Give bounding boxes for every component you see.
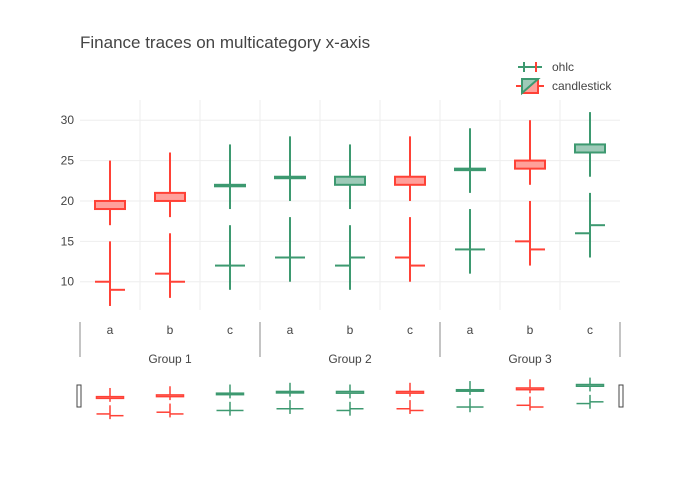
x-group-label: Group 2: [328, 352, 372, 366]
candle-body: [214, 183, 246, 188]
candle-body: [94, 199, 126, 211]
slider-ohlc-group1-c: [216, 401, 244, 416]
candle-body: [515, 387, 545, 391]
range-slider[interactable]: [95, 377, 605, 420]
candle-body: [455, 388, 485, 392]
mark-candlestick-group2-a: [274, 136, 306, 201]
mark-candlestick-group3-b: [514, 120, 546, 185]
mark-candlestick-group2-b: [334, 144, 366, 210]
mark-candlestick-group1-b: [154, 152, 186, 218]
x-category-label: c: [587, 323, 593, 337]
candle-body: [395, 390, 425, 394]
x-category-label: b: [167, 323, 174, 337]
slider-candlestick-group2-a: [275, 382, 305, 397]
candle-body: [275, 390, 305, 394]
mark-candlestick-group1-a: [94, 160, 126, 226]
legend-label: ohlc: [552, 60, 574, 74]
x-group-label: Group 1: [148, 352, 192, 366]
candle-body: [394, 175, 426, 186]
candle-body: [574, 143, 606, 154]
y-tick-label: 20: [61, 194, 75, 208]
x-category-label: a: [107, 323, 114, 337]
slider-candlestick-group1-a: [95, 387, 125, 402]
candle-body: [155, 394, 185, 398]
range-slider-left-handle[interactable]: [76, 384, 82, 408]
candle-body: [454, 167, 486, 172]
x-category-label: c: [407, 323, 413, 337]
candle-body: [215, 392, 245, 396]
slider-ohlc-group3-a: [456, 398, 484, 413]
candle-body: [334, 175, 366, 186]
slider-ohlc-group1-a: [96, 405, 124, 420]
slider-candlestick-group1-b: [155, 386, 185, 401]
y-tick-label: 15: [61, 234, 75, 248]
y-tick-label: 30: [61, 113, 75, 127]
mark-ohlc-group3-a: [455, 209, 485, 274]
slider-candlestick-group3-c: [575, 377, 605, 392]
candle-body: [514, 159, 546, 170]
slider-ohlc-group2-b: [336, 401, 364, 416]
mark-ohlc-group1-b: [155, 233, 185, 298]
slider-ohlc-group2-c: [396, 400, 424, 414]
legend-item-candlestick[interactable]: candlestick: [516, 78, 612, 96]
plot-area[interactable]: [94, 112, 606, 306]
candle-body: [335, 390, 365, 394]
legend[interactable]: ohlc candlestick: [516, 60, 612, 96]
candle-body: [154, 191, 186, 202]
x-category-label: a: [467, 323, 474, 337]
x-category-label: c: [227, 323, 233, 337]
slider-candlestick-group1-c: [215, 384, 245, 399]
mark-ohlc-group3-c: [575, 192, 605, 258]
mark-ohlc-group1-c: [215, 225, 245, 290]
mark-ohlc-group2-b: [335, 225, 365, 290]
slider-ohlc-group3-b: [516, 396, 544, 411]
x-category-label: b: [527, 323, 534, 337]
mark-ohlc-group2-c: [395, 217, 425, 282]
slider-candlestick-group2-b: [335, 384, 365, 399]
mark-candlestick-group1-c: [214, 144, 246, 210]
x-category-label: a: [287, 323, 294, 337]
mark-ohlc-group1-a: [95, 241, 125, 306]
candle-body: [274, 175, 306, 180]
slider-candlestick-group3-a: [455, 381, 485, 395]
slider-ohlc-group3-c: [576, 394, 604, 409]
slider-ohlc-group1-b: [156, 403, 184, 418]
legend-item-ohlc[interactable]: ohlc: [518, 60, 574, 74]
mark-candlestick-group3-c: [574, 112, 606, 177]
range-slider-right-handle[interactable]: [618, 384, 624, 408]
candle-body: [95, 395, 125, 400]
mark-candlestick-group2-c: [394, 136, 426, 201]
slider-candlestick-group2-c: [395, 382, 425, 397]
mark-ohlc-group2-a: [275, 217, 305, 282]
y-tick-label: 25: [61, 154, 75, 168]
legend-label: candlestick: [552, 79, 612, 93]
legend-candle-inc-icon: [521, 78, 541, 96]
mark-ohlc-group3-b: [515, 200, 545, 266]
slider-candlestick-group3-b: [515, 379, 545, 394]
x-group-label: Group 3: [508, 352, 552, 366]
slider-ohlc-group2-a: [276, 400, 304, 414]
y-tick-label: 10: [61, 275, 75, 289]
candle-body: [575, 383, 605, 387]
x-category-label: b: [347, 323, 354, 337]
chart-title: Finance traces on multicategory x-axis: [80, 33, 371, 52]
mark-candlestick-group3-a: [454, 128, 486, 193]
